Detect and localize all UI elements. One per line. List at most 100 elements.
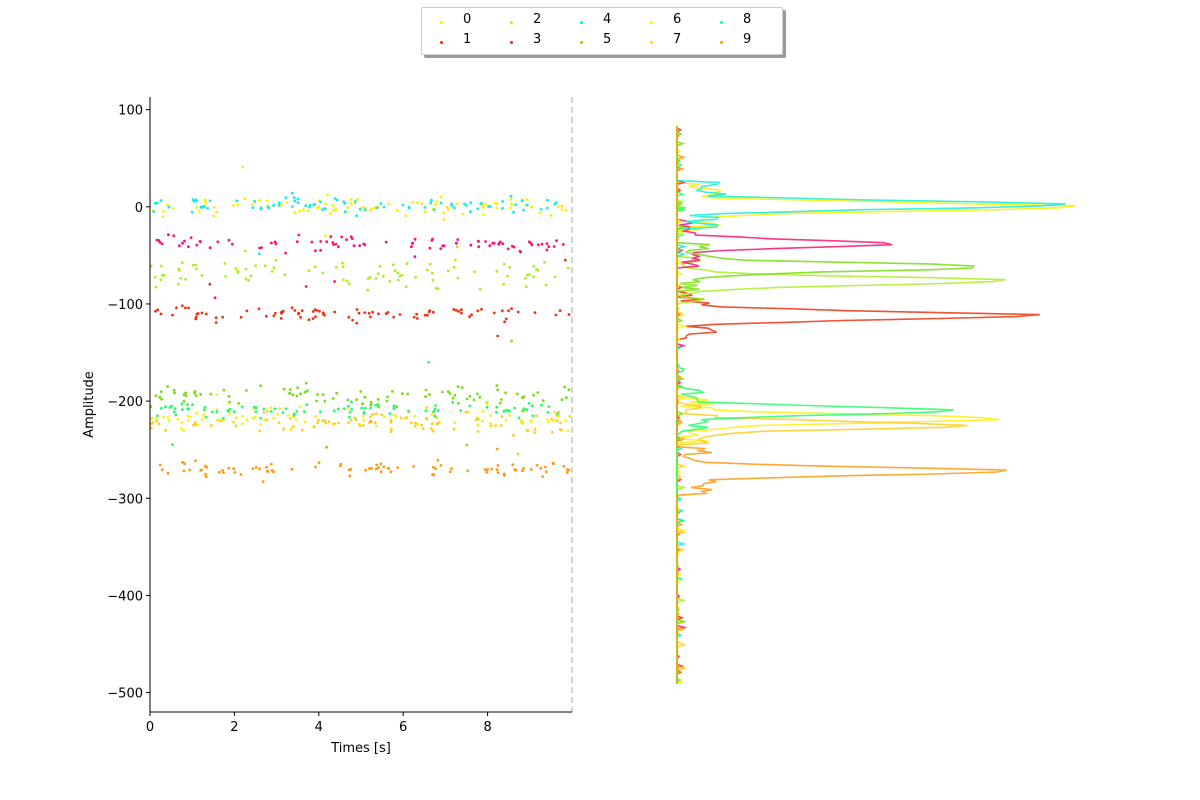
data-point xyxy=(291,393,295,397)
data-point xyxy=(152,210,156,214)
data-point xyxy=(295,394,299,398)
data-point xyxy=(338,464,342,468)
data-point xyxy=(375,463,378,467)
data-point xyxy=(374,403,378,407)
data-point xyxy=(480,201,483,205)
data-point xyxy=(159,312,163,316)
histogram-line-8 xyxy=(676,126,954,684)
legend-marker xyxy=(440,41,443,44)
data-point xyxy=(336,407,340,411)
data-point xyxy=(240,405,244,409)
data-point xyxy=(362,424,365,427)
histogram-plot xyxy=(674,126,1076,685)
data-point xyxy=(358,207,362,211)
data-point xyxy=(427,310,431,314)
data-point xyxy=(222,471,225,474)
data-point xyxy=(512,210,515,214)
data-point xyxy=(555,419,559,423)
data-point xyxy=(476,207,480,211)
data-point xyxy=(496,388,500,392)
data-point xyxy=(382,465,386,469)
data-point xyxy=(525,203,529,207)
series-1 xyxy=(154,258,571,338)
data-point xyxy=(286,414,290,417)
data-point xyxy=(363,311,367,314)
data-point xyxy=(521,396,524,400)
data-point xyxy=(280,203,283,207)
series-5 xyxy=(149,339,571,449)
data-point xyxy=(423,313,427,317)
data-point xyxy=(530,404,534,408)
data-point xyxy=(504,418,508,422)
data-point xyxy=(361,414,365,418)
data-point xyxy=(303,420,307,424)
data-point xyxy=(158,395,162,399)
data-point xyxy=(386,395,389,399)
data-point xyxy=(234,416,238,419)
data-point xyxy=(550,418,554,421)
data-point xyxy=(278,201,281,205)
data-point xyxy=(189,236,193,240)
legend-label: 9 xyxy=(743,32,752,47)
data-point xyxy=(411,200,415,204)
data-point xyxy=(173,391,177,395)
data-point xyxy=(450,467,453,471)
data-point xyxy=(161,468,164,472)
data-point xyxy=(341,265,345,269)
data-point xyxy=(489,424,493,428)
data-point xyxy=(413,255,417,259)
data-point xyxy=(395,405,398,408)
data-point xyxy=(196,423,200,427)
data-point xyxy=(439,464,443,467)
data-point xyxy=(272,470,275,474)
data-point xyxy=(564,396,568,400)
data-point xyxy=(214,321,218,324)
data-point xyxy=(315,399,319,403)
data-point xyxy=(331,241,335,244)
data-point xyxy=(501,200,504,203)
data-point xyxy=(412,465,416,468)
data-point xyxy=(272,417,275,420)
data-point xyxy=(305,403,309,407)
data-point xyxy=(546,418,549,422)
data-point xyxy=(298,209,301,213)
data-point xyxy=(432,465,435,469)
data-point xyxy=(244,277,248,281)
data-point xyxy=(353,416,357,420)
data-point xyxy=(451,400,455,404)
data-point xyxy=(208,199,212,203)
data-point xyxy=(291,425,295,428)
data-point xyxy=(558,309,562,312)
data-point xyxy=(472,398,476,402)
data-point xyxy=(232,204,235,207)
legend-label: 5 xyxy=(603,32,612,47)
legend-label: 1 xyxy=(463,32,472,47)
data-point xyxy=(496,471,500,475)
data-point xyxy=(215,210,218,214)
data-point xyxy=(254,264,257,267)
data-point xyxy=(311,317,315,320)
data-point xyxy=(346,398,350,402)
data-point xyxy=(500,415,504,418)
data-point xyxy=(530,205,533,209)
data-point xyxy=(565,471,569,474)
data-point xyxy=(181,460,185,464)
data-point xyxy=(266,470,270,473)
data-point xyxy=(545,242,549,246)
data-point xyxy=(457,310,460,313)
data-point xyxy=(427,361,431,364)
data-point xyxy=(433,407,437,411)
data-point xyxy=(430,271,434,275)
series-9 xyxy=(158,419,571,484)
data-point xyxy=(191,263,195,267)
data-point xyxy=(187,407,191,411)
data-point xyxy=(347,468,351,472)
data-point xyxy=(510,202,513,206)
data-point xyxy=(314,465,317,469)
data-point xyxy=(195,267,199,271)
data-point xyxy=(566,468,569,471)
data-point xyxy=(189,415,193,419)
data-point xyxy=(258,199,261,202)
data-point xyxy=(317,461,321,465)
data-point xyxy=(299,392,302,396)
